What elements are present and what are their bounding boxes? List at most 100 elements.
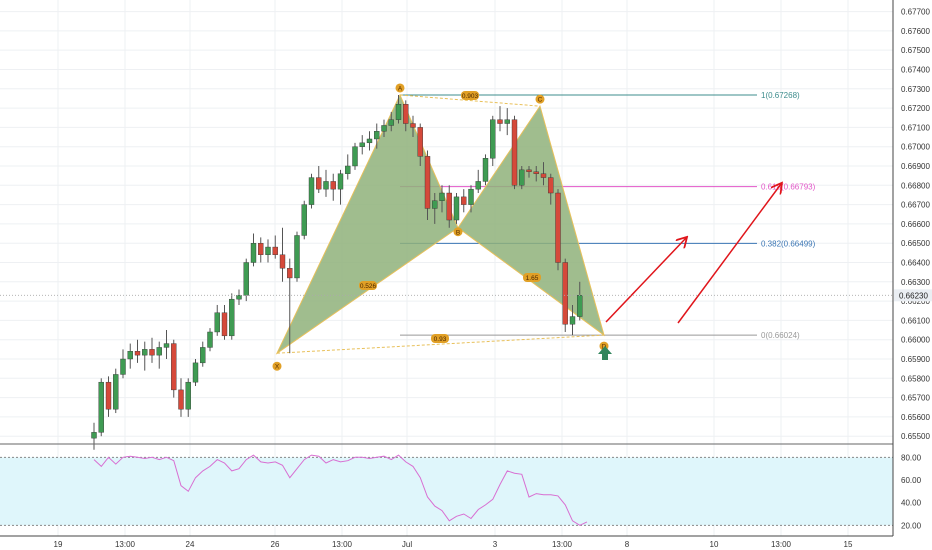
- time-tick-label: 10: [710, 540, 719, 549]
- bullish-candle: [142, 349, 148, 356]
- candlestick-series[interactable]: [91, 94, 583, 450]
- bullish-candle: [366, 138, 373, 144]
- price-tick-label: 0.67400: [901, 65, 930, 74]
- bearish-candle: [258, 242, 264, 255]
- bearish-candle: [134, 351, 141, 356]
- bullish-candle: [490, 119, 496, 159]
- bullish-candle: [98, 381, 104, 433]
- price-tick-label: 0.65800: [901, 374, 930, 383]
- ratio-label: 1.65: [526, 275, 539, 282]
- bearish-candle: [149, 349, 155, 356]
- bullish-candle: [265, 246, 271, 255]
- price-tick-label: 0.66700: [901, 201, 930, 210]
- bullish-candle: [468, 188, 474, 205]
- rsi-tick-label: 80.00: [901, 453, 922, 462]
- rsi-tick-label: 40.00: [901, 499, 922, 508]
- xd-ratio-line: [276, 334, 605, 354]
- bearish-candle: [279, 254, 286, 269]
- pattern-point-marker: [272, 361, 282, 371]
- ratio-badge: [431, 334, 449, 343]
- time-tick-label: 13:00: [552, 540, 573, 549]
- bearish-candle: [424, 156, 431, 209]
- bullish-candle: [577, 295, 583, 317]
- fib-retracement: 1(0.67268) 0.618(0.66793) 0.382(0.66499) 0(…: [400, 91, 816, 340]
- pattern-point-label: C: [538, 97, 543, 104]
- fib-level-label: 1(0.67268): [761, 91, 800, 100]
- bearish-candle: [511, 119, 518, 186]
- price-tick-label: 0.66000: [901, 336, 930, 345]
- bearish-candle: [178, 389, 184, 410]
- pattern-point-marker: [535, 94, 545, 104]
- ac-ratio-line: [399, 94, 541, 107]
- ratio-badge: [523, 273, 541, 282]
- price-grid: [0, 0, 893, 536]
- bearish-candle: [417, 127, 423, 157]
- bullish-candle: [214, 312, 220, 333]
- bearish-candle: [105, 381, 112, 410]
- bullish-candle: [127, 351, 133, 360]
- bullish-candle: [337, 173, 344, 190]
- bullish-candle: [381, 125, 387, 132]
- projection-arrow: [605, 238, 686, 323]
- bullish-candle: [388, 119, 394, 126]
- bullish-candle: [207, 331, 213, 348]
- bullish-candle: [345, 165, 351, 174]
- bullish-candle: [192, 362, 199, 383]
- bearish-candle: [540, 173, 547, 178]
- price-tick-label: 0.66500: [901, 239, 930, 248]
- bullish-candle: [374, 131, 380, 140]
- ratio-badge: [359, 281, 377, 290]
- bearish-candle: [526, 169, 532, 172]
- price-tick-label: 0.66800: [901, 181, 930, 190]
- bearish-candle: [316, 177, 322, 190]
- time-tick-label: 8: [625, 540, 630, 549]
- ratio-label: 0.903: [462, 93, 479, 100]
- current-price-label: 0.66230: [899, 291, 928, 300]
- bearish-candle: [410, 123, 416, 128]
- bullish-candle: [200, 347, 206, 364]
- fib-level-label: 0(0.66024): [761, 331, 800, 340]
- bearish-candle: [548, 177, 554, 194]
- projection-arrows: [605, 184, 781, 324]
- price-tick-label: 0.66300: [901, 278, 930, 287]
- rsi-line: [93, 454, 588, 526]
- time-tick-label: 13:00: [332, 540, 353, 549]
- bullish-candle: [432, 200, 438, 209]
- bullish-candle: [294, 235, 300, 279]
- pattern-point-label: B: [456, 229, 460, 236]
- bullish-candle: [113, 374, 119, 410]
- price-tick-label: 0.66100: [901, 316, 930, 325]
- bullish-candle: [359, 142, 365, 147]
- bullish-candle: [439, 192, 445, 201]
- bullish-candle: [91, 432, 97, 439]
- bullish-candle: [323, 181, 329, 190]
- price-axis-bg: [893, 0, 932, 550]
- rsi-pane[interactable]: [0, 443, 893, 526]
- bullish-candle: [308, 177, 315, 205]
- price-tick-label: 0.66400: [901, 258, 930, 267]
- time-axis[interactable]: 19 13:00 24 26 13:00 Jul 3 13:00 8 10 13:00 15: [0, 535, 893, 549]
- bearish-candle: [446, 192, 452, 221]
- time-tick-label: 3: [493, 540, 498, 549]
- pattern-point-label: A: [398, 85, 403, 92]
- bullish-candle: [301, 204, 307, 236]
- price-tick-label: 0.67700: [901, 8, 930, 17]
- price-tick-label: 0.65600: [901, 413, 930, 422]
- time-tick-label: 24: [186, 540, 195, 549]
- bullish-candle: [482, 158, 489, 182]
- bullish-candle: [352, 146, 358, 167]
- bullish-candle: [120, 358, 126, 375]
- price-tick-label: 0.65500: [901, 432, 930, 441]
- bearish-candle: [461, 196, 467, 205]
- bullish-candle: [569, 316, 576, 325]
- buy-signal-arrow-icon: [598, 346, 612, 360]
- price-tick-label: 0.67300: [901, 85, 930, 94]
- bullish-candle: [156, 347, 162, 356]
- time-tick-label: Jul: [402, 540, 412, 549]
- price-tick-label: 0.67500: [901, 46, 930, 55]
- rsi-band-fill: [0, 457, 893, 526]
- bearish-candle: [533, 171, 539, 174]
